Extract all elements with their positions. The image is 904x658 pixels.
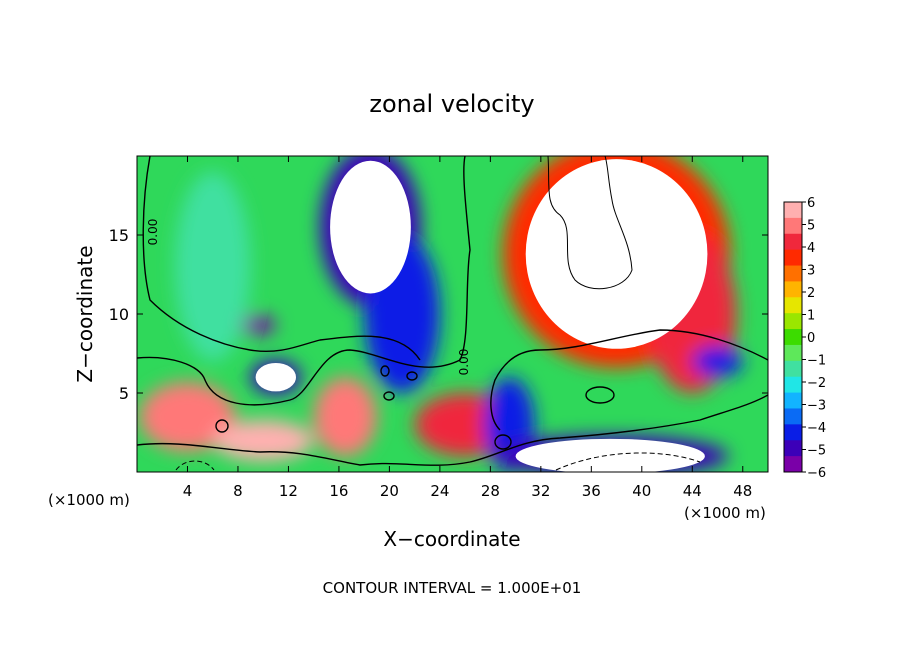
colorbar-swatch-9	[784, 344, 802, 362]
colorbar-swatch-7	[784, 313, 802, 330]
colorbar-tick-label-6: 0	[807, 331, 815, 346]
colorbar-swatch-15	[784, 440, 802, 457]
zero-contour-bottom	[137, 394, 768, 466]
x-tick-label-7: 32	[531, 482, 550, 500]
colorbar-swatch-5	[784, 281, 802, 298]
colorbar-tick-label-2: 4	[807, 241, 815, 256]
colorbar-tick-label-9: −3	[807, 399, 826, 414]
x-tick-label-3: 16	[329, 482, 348, 500]
colorbar-swatch-16	[784, 456, 802, 473]
contour-label-left: 0.00	[146, 219, 160, 246]
zero-contour-low-left	[137, 156, 471, 406]
colorbar-tick-label-0: 6	[807, 196, 815, 211]
colorbar-tick-label-7: −1	[807, 354, 826, 369]
x-tick-label-2: 12	[279, 482, 298, 500]
x-tick-label-11: 48	[733, 482, 752, 500]
x-tick-label-9: 40	[632, 482, 651, 500]
colorbar-swatch-3	[784, 249, 802, 267]
zero-contour-upper-left	[142, 156, 421, 361]
colorbar-tick-label-4: 2	[807, 286, 815, 301]
colorbar-tick-label-8: −2	[807, 376, 826, 391]
colorbar-tick-label-11: −5	[807, 444, 826, 459]
x-tick-label-8: 36	[582, 482, 601, 500]
field-region-white-0	[330, 160, 411, 294]
plot-area: 0.00 0.00	[137, 156, 768, 472]
field-region-1	[237, 315, 276, 335]
colorbar-tick-label-5: 1	[807, 309, 815, 324]
colorbar: 6 5 4 3 2 1 0 −1 −2 −3 −4 −5 −6	[783, 196, 826, 481]
x-tick-label-5: 24	[430, 482, 449, 500]
x-tick-label-1: 8	[233, 482, 243, 500]
colorbar-swatch-4	[784, 265, 802, 282]
x-tick-label-4: 20	[380, 482, 399, 500]
colorbar-swatch-13	[784, 408, 802, 425]
colorbar-swatch-14	[784, 424, 802, 441]
x-axis-label: X−coordinate	[383, 527, 520, 551]
colorbar-swatch-1	[784, 217, 802, 235]
colorbar-swatch-8	[784, 329, 802, 346]
y-tick-label-1: 10	[109, 305, 129, 324]
contour-labels: 0.00 0.00	[146, 219, 471, 376]
x-unit-left: (×1000 m)	[48, 491, 130, 509]
colorbar-swatch-10	[784, 360, 802, 378]
colorbar-tick-label-12: −6	[807, 466, 826, 481]
contour-label-center: 0.00	[457, 349, 471, 376]
contour-interval-footer: CONTOUR INTERVAL = 1.000E+01	[323, 579, 582, 597]
y-tick-label-0: 5	[119, 384, 129, 403]
x-unit-right: (×1000 m)	[684, 504, 766, 522]
field-region-7	[313, 377, 377, 457]
colorbar-swatch-11	[784, 376, 802, 394]
x-axis: 4 8 12 16 20 24 28 32 36 40 44 48	[183, 156, 752, 500]
colorbar-swatch-2	[784, 233, 802, 251]
x-tick-label-6: 28	[481, 482, 500, 500]
field-region-12	[174, 171, 251, 362]
zero-contour-inner	[547, 156, 633, 290]
y-tick-label-2: 15	[109, 226, 129, 245]
zero-contours	[137, 156, 768, 471]
colorbar-tick-label-1: 5	[807, 219, 815, 234]
colorbar-swatch-6	[784, 297, 802, 314]
chart-title: zonal velocity	[369, 90, 534, 118]
colorbar-swatch-12	[784, 392, 802, 409]
out-of-range-regions	[255, 159, 708, 472]
colorbar-swatch-0	[784, 202, 802, 219]
colorbar-tick-label-10: −4	[807, 421, 826, 436]
zero-contour-right	[490, 329, 768, 431]
field-region-11	[692, 345, 743, 378]
y-axis: 5 10 15	[109, 226, 768, 403]
x-tick-label-0: 4	[183, 482, 193, 500]
colorbar-tick-label-3: 3	[807, 264, 815, 279]
x-tick-label-10: 44	[683, 482, 702, 500]
field-region-white-2	[255, 362, 297, 392]
y-axis-label: Z−coordinate	[73, 245, 97, 382]
field-region-white-3	[525, 159, 708, 349]
field-region-5	[139, 381, 236, 452]
